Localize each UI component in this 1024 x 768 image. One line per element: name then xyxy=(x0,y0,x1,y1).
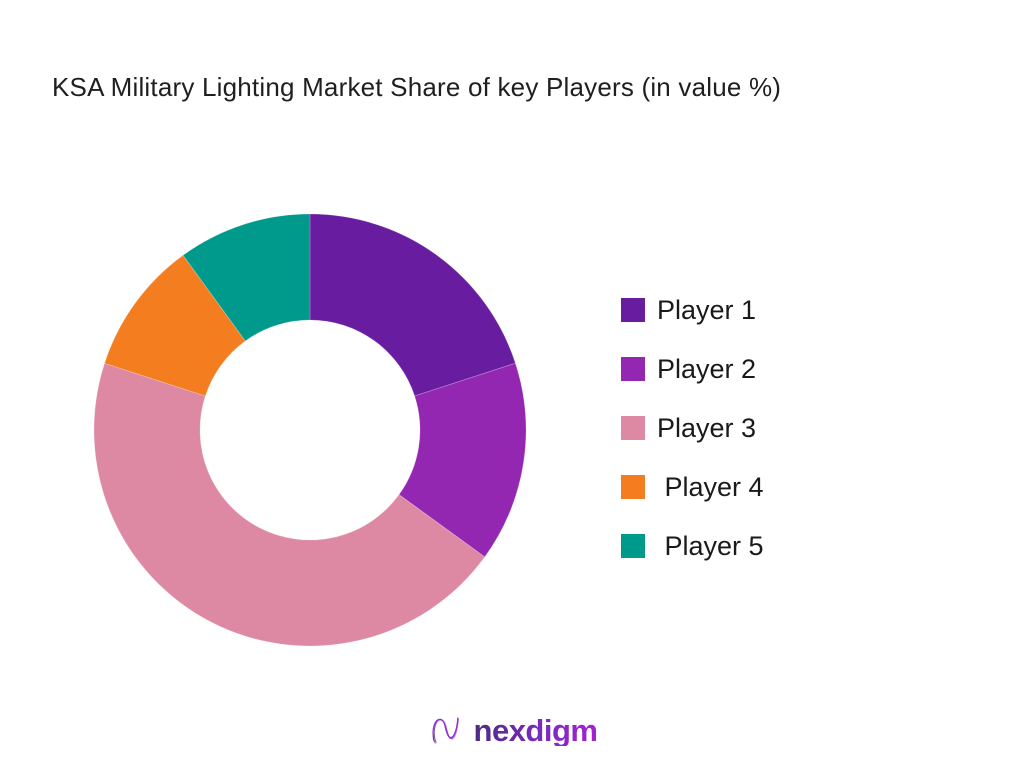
legend-label: Player 2 xyxy=(657,353,757,384)
brand-wordmark: nexdigm xyxy=(473,712,598,748)
donut-segment-player-4 xyxy=(104,254,246,397)
donut-chart xyxy=(94,214,526,646)
chart-legend: Player 1 Player 2 Player 3 Player 4 Player… xyxy=(621,294,764,593)
donut-segment-player-3 xyxy=(94,362,486,646)
legend-item-player-5: Player 5 xyxy=(621,530,764,561)
legend-label: Player 1 xyxy=(657,294,757,325)
donut-segment-player-1 xyxy=(309,214,516,397)
legend-swatch-player-1 xyxy=(621,298,645,322)
legend-item-player-1: Player 1 xyxy=(621,294,764,325)
legend-swatch-player-4 xyxy=(621,475,645,499)
legend-swatch-player-3 xyxy=(621,416,645,440)
brand-footer: nexdigm xyxy=(0,712,1024,748)
legend-item-player-2: Player 2 xyxy=(621,353,764,384)
legend-label: Player 5 xyxy=(657,530,764,561)
legend-item-player-3: Player 3 xyxy=(621,412,764,443)
legend-label: Player 3 xyxy=(657,412,757,443)
chart-title: KSA Military Lighting Market Share of ke… xyxy=(52,72,782,102)
legend-swatch-player-5 xyxy=(621,534,645,558)
legend-label: Player 4 xyxy=(657,471,764,502)
legend-swatch-player-2 xyxy=(621,357,645,381)
legend-item-player-4: Player 4 xyxy=(621,471,764,502)
donut-segment-player-2 xyxy=(398,362,526,558)
donut-svg xyxy=(94,214,526,646)
nexdigm-logo-icon xyxy=(432,716,459,744)
donut-segment-player-5 xyxy=(182,214,311,342)
